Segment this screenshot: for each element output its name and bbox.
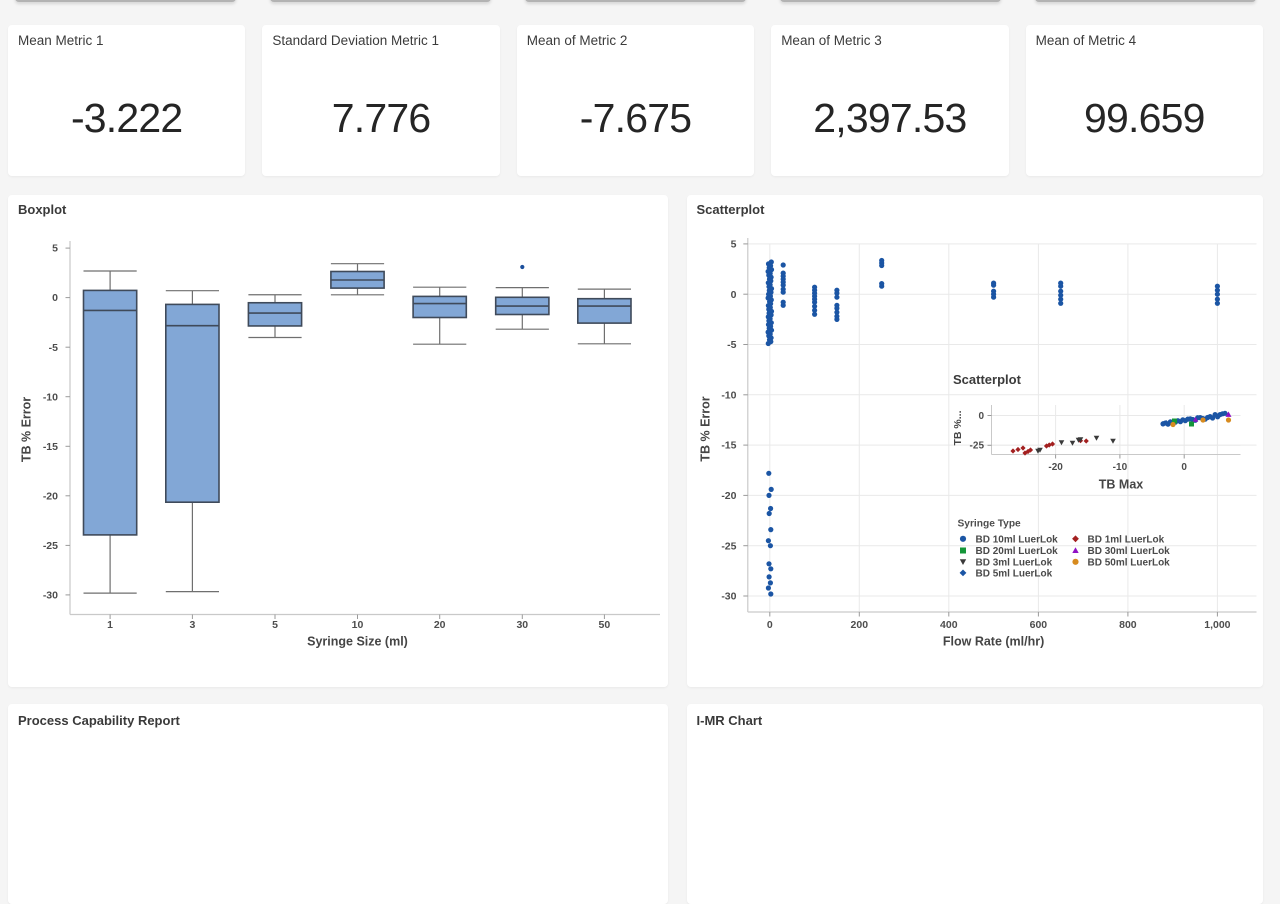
svg-text:1,000: 1,000 [1204, 619, 1230, 631]
svg-text:TB Max: TB Max [1098, 478, 1143, 492]
svg-text:BD 20ml LuerLok: BD 20ml LuerLok [975, 546, 1058, 557]
svg-text:10: 10 [352, 619, 364, 631]
svg-text:5: 5 [52, 243, 58, 255]
svg-text:0: 0 [52, 292, 58, 304]
svg-text:600: 600 [1029, 619, 1047, 631]
svg-text:5: 5 [272, 619, 278, 631]
svg-text:50: 50 [599, 619, 611, 631]
svg-text:BD 1ml LuerLok: BD 1ml LuerLok [1087, 534, 1164, 545]
svg-text:Flow Rate (ml/hr): Flow Rate (ml/hr) [942, 635, 1043, 649]
svg-text:BD 50ml LuerLok: BD 50ml LuerLok [1087, 557, 1170, 568]
svg-text:400: 400 [940, 619, 958, 631]
svg-text:800: 800 [1119, 619, 1137, 631]
svg-text:-15: -15 [721, 440, 736, 452]
svg-text:BD 3ml LuerLok: BD 3ml LuerLok [975, 557, 1052, 568]
svg-text:-20: -20 [721, 490, 736, 502]
svg-text:BD 5ml LuerLok: BD 5ml LuerLok [975, 568, 1052, 579]
svg-text:-5: -5 [49, 342, 58, 354]
svg-text:TB % Error: TB % Error [20, 397, 34, 462]
svg-text:-10: -10 [721, 389, 736, 401]
svg-text:-20: -20 [43, 490, 58, 502]
svg-text:20: 20 [434, 619, 446, 631]
svg-text:-5: -5 [727, 339, 736, 351]
svg-text:5: 5 [730, 239, 736, 251]
svg-text:-25: -25 [43, 540, 58, 552]
svg-text:TB % Error: TB % Error [698, 396, 712, 461]
svg-text:-20: -20 [1048, 462, 1063, 473]
svg-text:Syringe Size (ml): Syringe Size (ml) [307, 635, 408, 649]
svg-text:-25: -25 [721, 540, 736, 552]
svg-text:Scatterplot: Scatterplot [953, 372, 1022, 387]
svg-text:BD 30ml LuerLok: BD 30ml LuerLok [1087, 546, 1170, 557]
svg-text:0: 0 [730, 289, 736, 301]
svg-text:0: 0 [766, 619, 772, 631]
svg-text:0: 0 [978, 411, 984, 422]
svg-text:-30: -30 [43, 590, 58, 602]
svg-text:BD 10ml LuerLok: BD 10ml LuerLok [975, 534, 1058, 545]
svg-text:TB %...: TB %... [952, 410, 964, 445]
svg-text:-15: -15 [43, 441, 58, 453]
svg-text:1: 1 [107, 619, 113, 631]
svg-text:-10: -10 [1112, 462, 1127, 473]
svg-text:3: 3 [189, 619, 195, 631]
svg-text:-30: -30 [721, 591, 736, 603]
svg-text:Syringe Type: Syringe Type [957, 519, 1021, 530]
svg-text:-25: -25 [969, 441, 984, 452]
svg-text:0: 0 [1181, 462, 1187, 473]
svg-text:-10: -10 [43, 391, 58, 403]
svg-text:200: 200 [850, 619, 868, 631]
svg-text:30: 30 [516, 619, 528, 631]
